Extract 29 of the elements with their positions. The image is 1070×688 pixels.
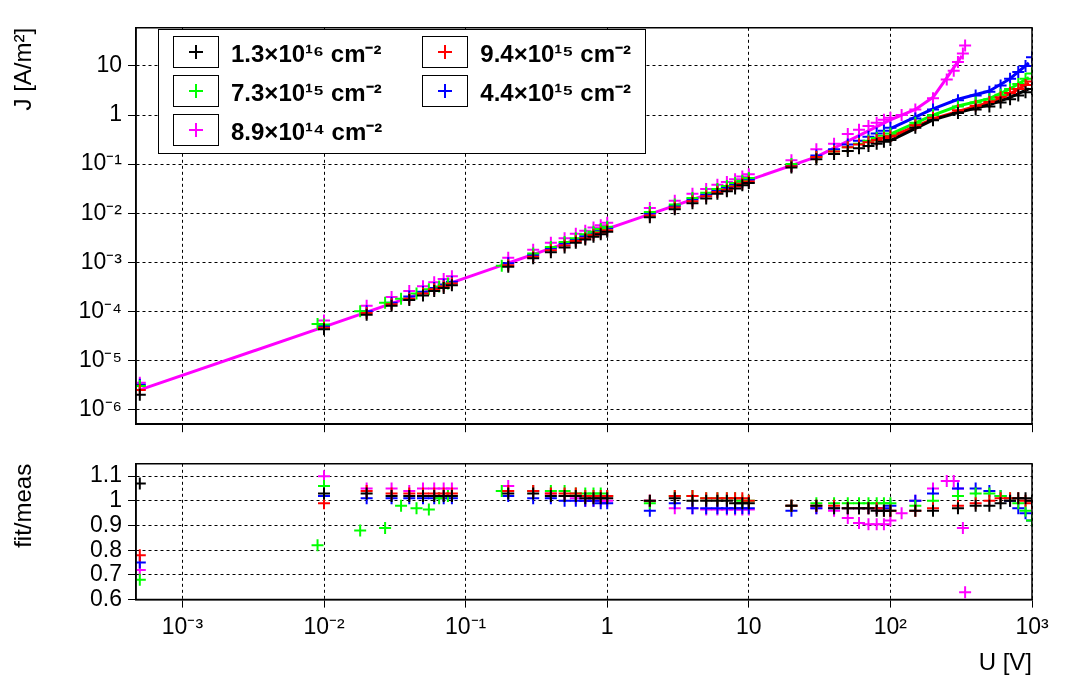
y-tick-label: 10⁻² [80, 198, 123, 225]
legend-label: 1.3×10¹⁶ cm⁻² [231, 38, 382, 69]
x-tick-label: 10⁻³ [161, 612, 204, 639]
x-tick-label: 1 [600, 612, 614, 639]
legend-label: 9.4×10¹⁵ cm⁻² [480, 38, 631, 69]
legend-label: 7.3×10¹⁵ cm⁻² [231, 77, 382, 108]
y-tick-label: 1 [109, 486, 122, 513]
y-tick-label: 10 [96, 51, 122, 78]
x-tick-label: 10⁻² [303, 612, 345, 639]
y-tick-label: 10⁻⁴ [78, 296, 122, 323]
x-tick-label: 10² [873, 612, 908, 639]
y-tick-label: 0.9 [90, 510, 122, 537]
y-tick-label: 10⁻⁵ [78, 345, 122, 372]
y-tick-label: 1 [109, 100, 122, 127]
y-tick-label: 10⁻⁶ [78, 394, 122, 421]
y-tick-label: 1.1 [90, 461, 122, 488]
x-tick-label: 10 [736, 612, 762, 639]
y-tick-label: 0.8 [90, 535, 122, 562]
y-tick-label: 10⁻¹ [80, 149, 123, 176]
y-tick-label: 0.6 [90, 584, 122, 611]
x-tick-label: 10³ [1015, 612, 1049, 639]
legend-label: 8.9×10¹⁴ cm⁻² [231, 116, 383, 147]
y-axis-title: fit/meas [9, 463, 37, 548]
y-tick-label: 0.7 [90, 560, 122, 587]
legend-label: 4.4×10¹⁵ cm⁻² [480, 77, 631, 108]
y-tick-label: 10⁻³ [80, 247, 123, 274]
x-tick-label: 10⁻¹ [444, 612, 487, 639]
y-axis-title: J [A/m²] [9, 27, 37, 111]
x-axis-title: U [V] [978, 648, 1032, 676]
